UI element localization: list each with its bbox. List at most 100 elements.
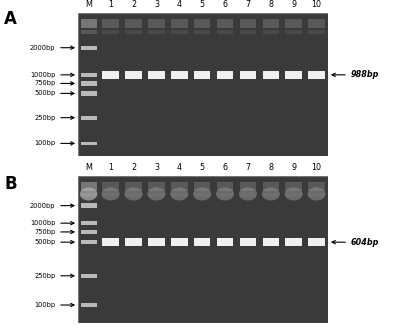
Text: 3: 3: [154, 163, 159, 172]
Bar: [308, 30, 325, 34]
Text: A: A: [4, 10, 17, 28]
Bar: [286, 238, 302, 246]
Bar: [262, 19, 279, 28]
Bar: [308, 238, 325, 246]
Text: 988bp: 988bp: [350, 70, 379, 79]
Text: 2000bp: 2000bp: [30, 45, 56, 51]
Text: 8: 8: [268, 0, 273, 9]
Text: 750bp: 750bp: [34, 80, 56, 86]
Bar: [81, 91, 96, 95]
Bar: [148, 193, 165, 197]
Bar: [102, 193, 119, 197]
Bar: [240, 238, 256, 246]
Text: 4: 4: [177, 0, 182, 9]
Bar: [81, 141, 96, 145]
Text: 8: 8: [268, 163, 273, 172]
Text: 1: 1: [108, 163, 113, 172]
Bar: [81, 240, 96, 244]
Bar: [171, 30, 188, 34]
Ellipse shape: [102, 187, 120, 201]
Bar: [217, 71, 233, 79]
Bar: [240, 30, 256, 34]
Ellipse shape: [285, 187, 303, 201]
Bar: [125, 19, 142, 28]
Text: 500bp: 500bp: [34, 239, 56, 245]
Bar: [286, 193, 302, 197]
Text: 2000bp: 2000bp: [30, 203, 56, 209]
Bar: [194, 182, 210, 191]
Text: 4: 4: [177, 163, 182, 172]
Bar: [262, 30, 279, 34]
Ellipse shape: [239, 187, 257, 201]
Bar: [81, 19, 96, 28]
Bar: [81, 203, 96, 208]
Ellipse shape: [216, 187, 234, 201]
Text: 1000bp: 1000bp: [30, 72, 56, 78]
Bar: [81, 182, 96, 191]
Text: M: M: [85, 163, 92, 172]
Text: 604bp: 604bp: [350, 238, 379, 247]
Bar: [171, 193, 188, 197]
Bar: [286, 182, 302, 191]
Bar: [262, 238, 279, 246]
Text: 750bp: 750bp: [34, 229, 56, 235]
Text: 10: 10: [312, 163, 322, 172]
Text: 10: 10: [312, 0, 322, 9]
Bar: [81, 30, 96, 34]
Bar: [240, 182, 256, 191]
Bar: [81, 81, 96, 86]
Text: 1000bp: 1000bp: [30, 220, 56, 226]
Ellipse shape: [124, 187, 143, 201]
Bar: [125, 71, 142, 79]
Bar: [81, 274, 96, 278]
Bar: [308, 71, 325, 79]
Bar: [262, 182, 279, 191]
Bar: [262, 71, 279, 79]
Bar: [194, 30, 210, 34]
Bar: [240, 19, 256, 28]
Text: 9: 9: [291, 0, 296, 9]
Bar: [194, 238, 210, 246]
Bar: [102, 182, 119, 191]
Bar: [286, 30, 302, 34]
Bar: [148, 19, 165, 28]
Bar: [217, 30, 233, 34]
Text: 7: 7: [245, 0, 250, 9]
Bar: [194, 19, 210, 28]
Ellipse shape: [262, 187, 280, 201]
Text: 500bp: 500bp: [34, 90, 56, 96]
Text: 100bp: 100bp: [34, 140, 56, 146]
Ellipse shape: [170, 187, 188, 201]
Bar: [217, 193, 233, 197]
Text: B: B: [4, 175, 17, 193]
Bar: [308, 193, 325, 197]
Ellipse shape: [308, 187, 326, 201]
Bar: [125, 193, 142, 197]
Bar: [171, 238, 188, 246]
Bar: [81, 116, 96, 120]
Bar: [171, 182, 188, 191]
Bar: [262, 193, 279, 197]
Bar: [308, 19, 325, 28]
Bar: [81, 193, 96, 197]
Bar: [171, 71, 188, 79]
Bar: [240, 71, 256, 79]
Bar: [81, 46, 96, 50]
Bar: [217, 182, 233, 191]
Bar: [81, 73, 96, 77]
Text: 250bp: 250bp: [34, 115, 56, 121]
Text: 6: 6: [222, 163, 228, 172]
Text: 5: 5: [200, 163, 205, 172]
Bar: [217, 238, 233, 246]
Bar: [102, 238, 119, 246]
Ellipse shape: [80, 187, 97, 201]
Bar: [81, 303, 96, 307]
Bar: [171, 19, 188, 28]
Bar: [125, 30, 142, 34]
Text: 5: 5: [200, 0, 205, 9]
Text: 7: 7: [245, 163, 250, 172]
Text: 250bp: 250bp: [34, 273, 56, 279]
Text: M: M: [85, 0, 92, 9]
Text: 1: 1: [108, 0, 113, 9]
Bar: [102, 30, 119, 34]
